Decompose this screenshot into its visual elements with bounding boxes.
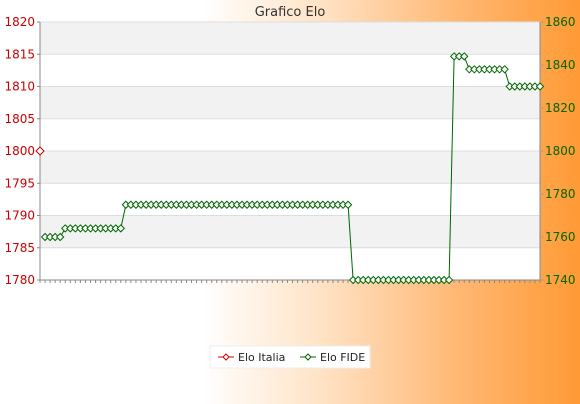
data-point-italia xyxy=(35,146,45,156)
data-point-fide xyxy=(460,52,469,61)
right-tick-label: 1780 xyxy=(545,187,576,201)
data-point-fide xyxy=(444,275,454,285)
legend-label: Elo FIDE xyxy=(320,351,365,364)
data-point-fide xyxy=(343,200,353,209)
plot-band xyxy=(40,22,540,55)
left-tick-label: 1820 xyxy=(4,15,35,29)
left-tick-label: 1815 xyxy=(4,47,35,61)
left-tick-label: 1780 xyxy=(4,273,35,287)
legend: Elo Italia Elo FIDE xyxy=(209,345,371,369)
data-point-fide xyxy=(535,82,545,91)
data-point-fide xyxy=(500,65,509,74)
left-tick-label: 1805 xyxy=(4,112,35,126)
plot-band xyxy=(40,215,540,248)
right-tick-label: 1820 xyxy=(545,101,576,115)
plot-band xyxy=(40,86,540,119)
right-tick-label: 1840 xyxy=(545,58,576,72)
legend-box xyxy=(209,345,371,369)
right-tick-label: 1760 xyxy=(545,230,576,244)
left-tick-label: 1795 xyxy=(4,176,35,190)
series-layer xyxy=(35,52,545,285)
legend-swatch-marker xyxy=(222,353,230,361)
plot-band xyxy=(40,151,540,184)
data-point-fide xyxy=(55,232,65,242)
right-tick-label: 1860 xyxy=(545,15,576,29)
left-tick-label: 1790 xyxy=(4,209,35,223)
grid-lines xyxy=(40,21,540,281)
chart-title: Grafico Elo xyxy=(255,5,326,20)
left-tick-label: 1800 xyxy=(4,144,35,158)
left-tick-label: 1810 xyxy=(4,80,35,94)
data-point-fide xyxy=(116,224,126,233)
right-tick-label: 1800 xyxy=(545,144,576,158)
right-tick-label: 1740 xyxy=(545,273,576,287)
legend-label: Elo Italia xyxy=(238,351,285,364)
left-tick-label: 1785 xyxy=(4,241,35,255)
legend-swatch-marker xyxy=(304,353,312,361)
